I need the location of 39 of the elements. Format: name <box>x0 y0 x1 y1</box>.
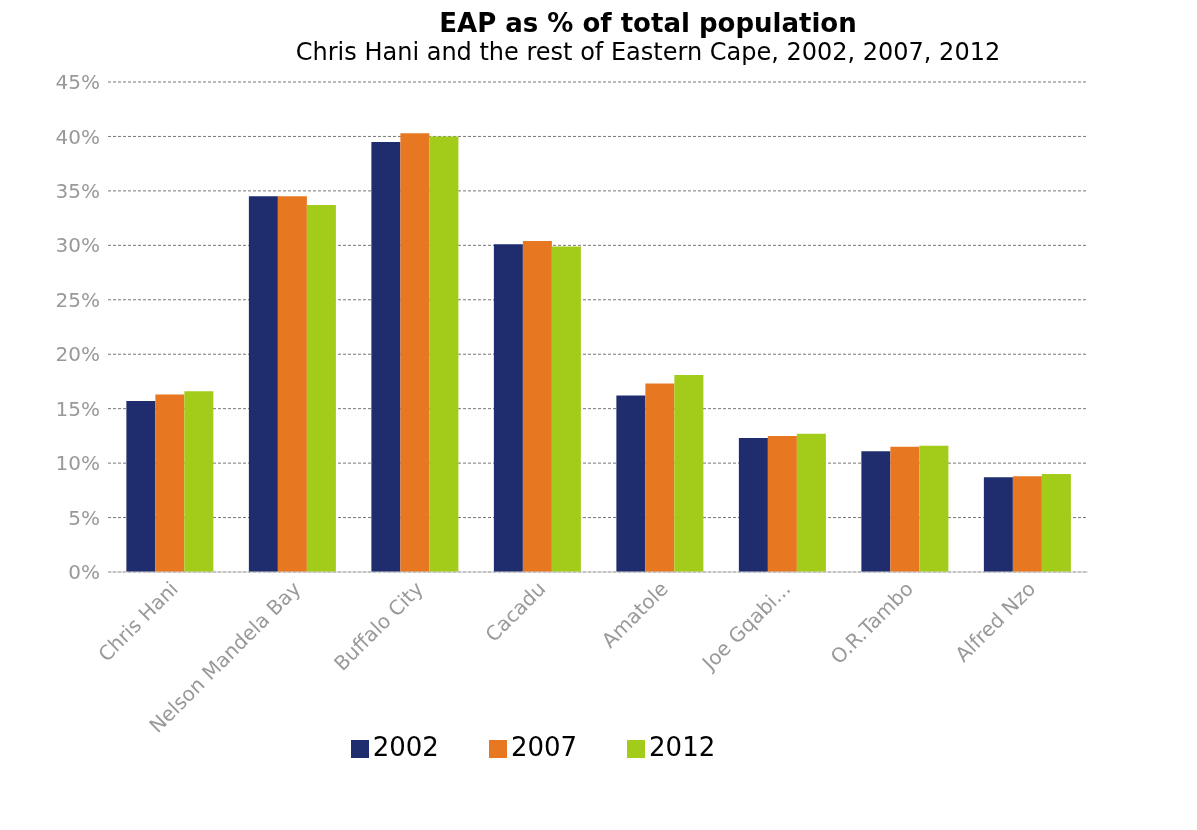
bar <box>796 433 826 572</box>
bar <box>277 196 307 572</box>
bar <box>616 395 646 572</box>
bar <box>551 246 581 572</box>
bar <box>983 477 1013 572</box>
bar <box>861 451 891 572</box>
bar <box>1041 474 1071 572</box>
legend-label: 2007 <box>510 732 578 762</box>
chart-title: EAP as % of total population <box>438 8 858 38</box>
chart-subtitle: Chris Hani and the rest of Eastern Cape, 2002, 2007, 2012 <box>294 38 1002 66</box>
bar <box>522 240 552 572</box>
bar <box>767 435 797 572</box>
y-tick-label: 35% <box>55 178 100 203</box>
bar <box>738 438 768 572</box>
bar <box>184 391 214 572</box>
y-tick-label: 15% <box>55 396 100 421</box>
bar <box>248 196 278 572</box>
y-tick-label: 45% <box>55 70 100 95</box>
y-tick-label: 30% <box>55 233 100 258</box>
y-tick-label: 10% <box>55 451 100 476</box>
bar <box>126 401 156 572</box>
y-tick-label: 25% <box>55 287 100 312</box>
bar <box>155 394 185 572</box>
bar <box>674 374 704 572</box>
y-tick-label: 40% <box>55 124 100 149</box>
y-tick-label: 0% <box>68 560 100 585</box>
bar <box>429 136 459 572</box>
y-tick-label: 20% <box>55 342 100 367</box>
bar <box>1012 476 1042 572</box>
legend-label: 2012 <box>649 732 716 762</box>
bar <box>890 446 920 572</box>
bar <box>400 133 430 572</box>
bar <box>371 141 401 572</box>
bar <box>919 445 949 572</box>
bar <box>493 244 523 572</box>
bar <box>645 383 675 572</box>
y-tick-label: 5% <box>68 505 100 530</box>
bar <box>306 205 336 572</box>
legend-label: 2002 <box>372 732 439 762</box>
